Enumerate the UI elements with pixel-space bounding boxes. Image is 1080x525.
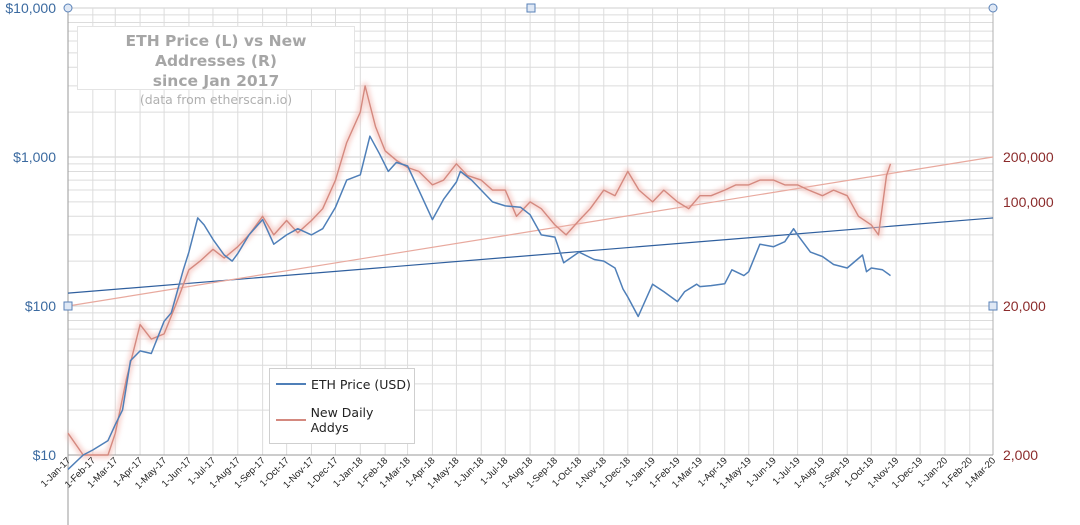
selection-handles[interactable] — [63, 3, 998, 311]
legend-item-new-addys: New Daily Addys — [276, 405, 414, 435]
right-axis-tick-label: 20,000 — [1003, 298, 1046, 314]
legend-label-new-addys: New Daily Addys — [310, 405, 374, 435]
left-axis-tick-label: $1,000 — [13, 149, 56, 165]
right-axis-tick-label: 200,000 — [1003, 149, 1054, 165]
chart-source-note: (data from etherscan.io) — [139, 92, 293, 107]
chart-title: ETH Price (L) vs New Addresses (R) — [125, 32, 307, 70]
left-axis-tick-label: $10 — [33, 447, 57, 463]
resize-handle[interactable] — [63, 301, 73, 311]
trendlines — [67, 156, 994, 307]
series-glow-new-daily-addys — [65, 82, 894, 459]
right-axis-tick-label: 100,000 — [1003, 194, 1054, 210]
chart-title-box: ETH Price (L) vs New Addresses (R) since… — [77, 26, 355, 107]
right-y-axis-labels: 2,000 20,000 100,000 200,000 — [1003, 149, 1054, 463]
resize-handle[interactable] — [988, 301, 998, 311]
left-axis-tick-label: $10,000 — [5, 0, 56, 16]
legend-item-eth-price: ETH Price (USD) — [276, 376, 411, 392]
chart-legend: ETH Price (USD) New Daily Addys — [269, 368, 415, 444]
series-line-eth-price — [67, 135, 891, 470]
x-axis-labels: 1-Jan-171-Feb-171-Mar-171-Apr-171-May-17… — [39, 455, 998, 491]
chart-subtitle: since Jan 2017 — [152, 72, 280, 90]
resize-handle[interactable] — [63, 3, 73, 13]
series-line-new-daily-addys — [67, 85, 892, 456]
resize-handle[interactable] — [526, 3, 536, 13]
trendline — [67, 156, 994, 307]
legend-swatch-new-addys — [276, 419, 306, 421]
right-axis-tick-label: 2,000 — [1003, 447, 1038, 463]
resize-handle[interactable] — [988, 3, 998, 13]
legend-swatch-eth-price — [276, 383, 306, 385]
left-y-axis-labels: $10 $100 $1,000 $10,000 — [5, 0, 56, 463]
legend-label-eth-price: ETH Price (USD) — [311, 376, 411, 392]
left-axis-tick-label: $100 — [25, 298, 56, 314]
series-lines — [65, 82, 894, 470]
